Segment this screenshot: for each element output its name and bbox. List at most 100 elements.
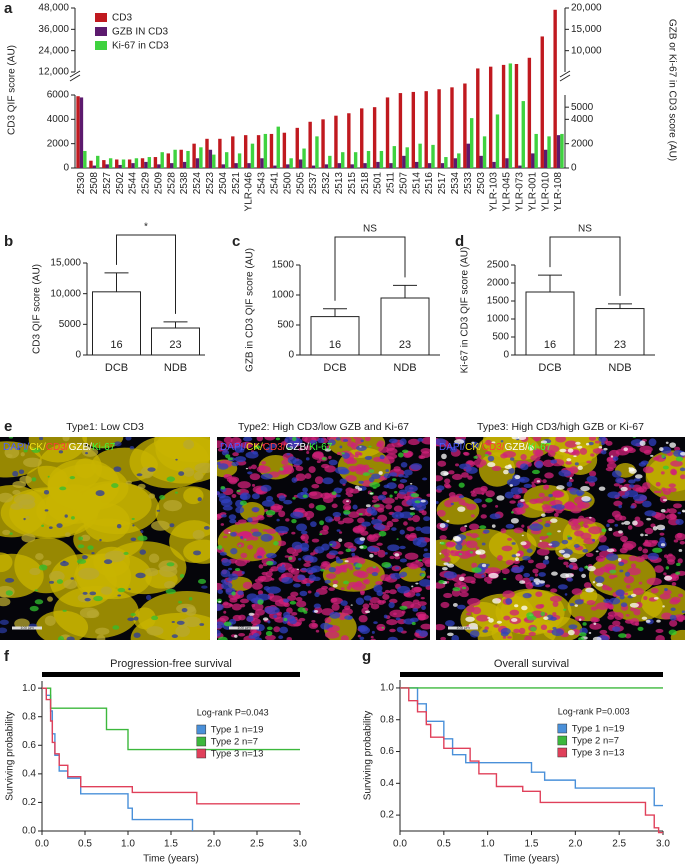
cell [582,622,587,626]
cell [365,610,371,614]
bar [469,118,474,168]
cell [257,555,262,559]
cell [624,490,639,498]
cell [330,597,338,603]
cell [265,570,273,577]
cell [567,536,573,540]
stain-legend: DAPI/CK/CD3/GZB/Ki-67 [3,442,116,453]
legend-swatch [557,747,568,758]
cell [369,482,381,488]
cell [677,558,683,564]
cell [74,553,132,600]
bar [298,159,303,168]
cell [446,444,452,449]
survival-curve [42,687,300,805]
cell [415,593,421,597]
cell [371,499,377,503]
cell [403,475,409,478]
bar [127,159,132,168]
cell [374,552,378,556]
cell [613,574,618,578]
cell [91,552,95,555]
cell [144,567,159,577]
cell [393,505,403,513]
cell [585,587,594,593]
cell [266,528,277,534]
cell [503,469,509,475]
cell [256,437,264,442]
cell [23,448,28,453]
cell [526,615,537,621]
cell [297,574,306,581]
n-label: 16 [110,339,122,351]
cell [579,447,588,455]
cell [296,568,300,571]
cell [557,530,561,533]
cell [484,453,489,457]
cell [443,553,450,557]
cell [570,505,582,514]
cell [391,518,399,523]
cell [421,605,426,610]
cell [47,596,53,602]
cell [602,584,607,588]
cell [327,439,336,446]
x-tick-label: DCB [538,362,561,374]
cell [346,461,350,465]
cell [675,562,681,567]
y2-tick-label: 4000 [571,114,594,125]
cell [178,600,182,604]
cell [450,550,460,557]
bar [170,163,174,168]
cell [415,611,427,618]
cell [485,498,493,503]
cell [389,494,393,498]
axis-break [559,70,571,78]
cell [311,452,324,460]
scale-bar-label: 100 μm [20,625,34,630]
cell [423,516,430,522]
cell [480,485,488,492]
cell [382,593,390,600]
cell [669,599,680,605]
bar [289,158,293,168]
cell [104,550,126,563]
n-label: 16 [329,339,341,351]
cell [414,500,421,504]
cell [267,554,272,558]
bar [488,66,493,168]
cell [590,616,599,623]
cell [618,504,623,509]
bar [514,64,519,168]
cell [655,628,664,634]
x-tick-label: YLR-046 [244,172,255,212]
y-tick-label: 1500 [487,296,510,307]
cell [520,453,527,461]
bar [457,153,461,168]
cell [446,519,450,523]
cell [507,636,512,639]
cell [373,504,380,508]
cell [354,485,360,490]
cell [301,437,308,442]
bar [379,150,384,168]
cell [627,567,641,576]
cell [421,437,430,445]
title-bar [400,672,663,677]
cell [550,540,560,548]
cell [328,587,335,592]
cell [230,531,237,537]
x-tick-label: YLR-001 [527,172,538,212]
cell [558,469,572,477]
y-tick-label: 0.4 [22,768,36,779]
cell [243,538,247,541]
cell [221,514,227,518]
cell [192,529,205,540]
cell [531,481,535,485]
cell [76,559,87,564]
cell [420,499,426,503]
cell [564,593,568,596]
cell [0,597,11,607]
cell [236,489,241,493]
cell [569,477,573,480]
